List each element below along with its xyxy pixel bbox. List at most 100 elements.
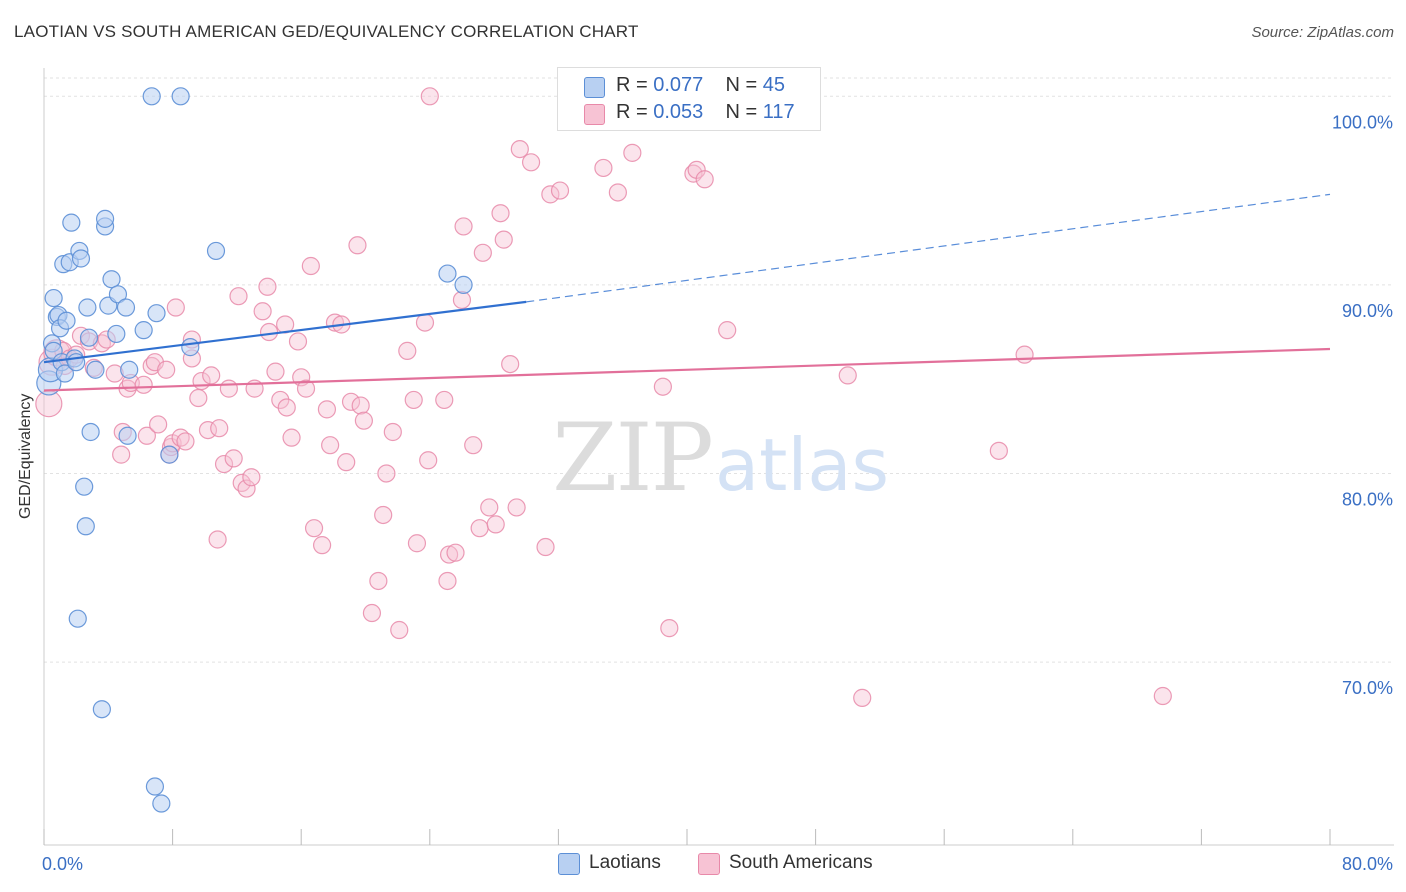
south-americans-point xyxy=(464,436,483,455)
laotians-point xyxy=(67,353,86,372)
laotians-points xyxy=(36,87,473,813)
laotians-point xyxy=(118,426,137,445)
south-americans-point xyxy=(351,396,370,415)
laotians-point xyxy=(438,264,457,283)
south-americans-point xyxy=(374,505,393,525)
laotians-trend-extension xyxy=(526,193,1331,303)
south-americans-point xyxy=(718,321,737,340)
laotians-point xyxy=(86,360,105,379)
south-americans-trend-line xyxy=(43,347,1331,392)
south-americans-point xyxy=(112,445,131,464)
legend-n-value-south-americans: 117 xyxy=(762,101,795,123)
laotians-point xyxy=(116,298,136,317)
south-americans-point xyxy=(473,243,492,262)
laotians-point xyxy=(171,87,190,106)
laotians-point xyxy=(79,328,99,347)
legend-n-label: N = xyxy=(725,74,763,96)
south-americans-point xyxy=(452,290,472,310)
south-americans-point xyxy=(301,256,320,276)
laotians-point xyxy=(76,517,95,536)
south-americans-point xyxy=(149,415,168,434)
laotians-point xyxy=(145,777,165,796)
south-americans-point xyxy=(623,143,642,162)
south-americans-point xyxy=(337,453,356,472)
south-americans-point xyxy=(304,519,324,538)
laotians-point xyxy=(181,338,200,357)
south-americans-point xyxy=(1015,345,1034,364)
south-americans-point xyxy=(232,473,251,493)
series-label-laotians: Laotians xyxy=(589,852,661,873)
chart-source: Source: ZipAtlas.com xyxy=(1251,24,1394,41)
south-americans-point xyxy=(189,388,208,408)
south-americans-point xyxy=(446,543,465,562)
south-americans-point xyxy=(214,454,234,474)
south-americans-point xyxy=(454,217,473,236)
laotians-point xyxy=(62,213,81,232)
laotians-point xyxy=(81,422,100,442)
south-americans-point xyxy=(536,537,555,557)
south-americans-point xyxy=(288,332,308,351)
legend-r-label: R = xyxy=(616,74,654,96)
south-americans-point xyxy=(237,479,256,498)
laotians-point xyxy=(95,209,115,228)
south-americans-point xyxy=(660,619,679,638)
laotians-point xyxy=(160,445,179,464)
south-americans-point xyxy=(853,688,872,707)
south-americans-point xyxy=(229,287,248,306)
south-americans-point xyxy=(407,534,427,553)
south-americans-point xyxy=(438,571,457,591)
trend-lines xyxy=(43,193,1331,392)
laotians-point xyxy=(55,364,74,383)
south-americans-point xyxy=(989,441,1008,460)
grid-layer xyxy=(44,77,1394,663)
south-americans-point xyxy=(377,464,396,483)
laotians-point xyxy=(107,324,126,344)
laotians-point xyxy=(75,477,94,496)
south-americans-point xyxy=(296,379,316,398)
south-americans-point xyxy=(541,185,560,204)
south-americans-point xyxy=(202,366,221,385)
laotians-point xyxy=(108,285,128,304)
south-americans-point xyxy=(282,428,301,447)
south-americans-point xyxy=(608,183,627,202)
south-americans-point xyxy=(271,390,290,410)
south-americans-point xyxy=(415,313,435,332)
south-americans-point xyxy=(398,341,417,360)
legend-r-value-laotians: 0.077 xyxy=(653,74,704,96)
south-americans-point xyxy=(510,139,529,159)
laotians-point xyxy=(44,288,63,308)
south-americans-point xyxy=(348,236,367,255)
south-americans-point xyxy=(470,519,489,538)
south-americans-point xyxy=(594,158,613,178)
south-americans-point xyxy=(224,449,243,468)
south-americans-point xyxy=(480,498,499,517)
south-americans-point xyxy=(166,298,185,317)
south-americans-point xyxy=(219,379,238,398)
south-americans-point xyxy=(491,204,510,223)
y-tick-label: 70.0% xyxy=(1342,678,1393,698)
south-americans-point xyxy=(266,362,285,381)
south-americans-point xyxy=(137,426,156,445)
south-americans-point xyxy=(258,277,277,296)
south-americans-point xyxy=(210,419,229,438)
laotians-point xyxy=(57,311,76,330)
south-americans-point xyxy=(550,181,570,200)
south-americans-point xyxy=(321,436,340,455)
y-tick-label: 80.0% xyxy=(1342,489,1393,509)
south-americans-point xyxy=(354,411,373,430)
south-americans-point xyxy=(653,377,672,396)
watermark-zip: ZIP xyxy=(552,404,712,513)
laotians-point xyxy=(206,241,226,261)
laotians-point xyxy=(68,609,87,628)
south-americans-point xyxy=(494,230,513,249)
south-americans-point xyxy=(1153,686,1172,706)
south-americans-point xyxy=(695,170,714,189)
south-americans-point xyxy=(419,451,438,470)
south-americans-point xyxy=(369,571,388,591)
south-americans-point xyxy=(317,400,337,419)
y-tick-label: 100.0% xyxy=(1332,112,1393,132)
south-americans-point xyxy=(507,498,526,517)
south-americans-point xyxy=(341,392,361,411)
legend-r-label: R = xyxy=(616,101,654,123)
